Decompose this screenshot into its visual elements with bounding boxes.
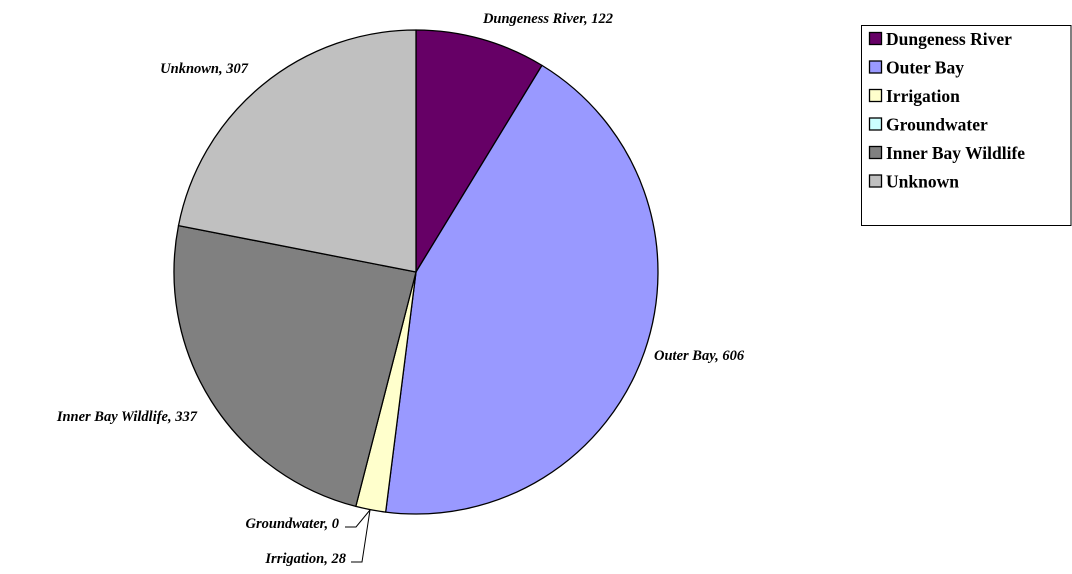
data-label-irrigation: Irrigation, 28 [264, 551, 346, 567]
leader-line-irrigation [351, 509, 371, 563]
legend-label-groundwater: Groundwater [886, 115, 988, 135]
pie-slice-inner-bay-wildlife [173, 224, 417, 508]
legend-swatch-outer-bay [868, 60, 883, 74]
pie-slices [173, 29, 659, 515]
data-label-outer-bay: Outer Bay, 606 [654, 348, 745, 364]
pie-slice-unknown [177, 29, 417, 273]
legend-label-irrigation: Irrigation [886, 86, 960, 106]
legend: Dungeness River Outer Bay Irrigation Ground… [861, 25, 1072, 226]
legend-label-inner-bay-wildlife: Inner Bay Wildlife [886, 143, 1025, 163]
legend-swatch-groundwater [868, 117, 883, 131]
data-label-dungeness-river: Dungeness River, 122 [482, 11, 613, 27]
data-label-unknown: Unknown, 307 [160, 61, 249, 77]
legend-label-dungeness-river: Dungeness River [886, 29, 1012, 49]
legend-swatch-inner-bay-wildlife [868, 145, 883, 160]
legend-label-unknown: Unknown [886, 172, 959, 192]
legend-box [861, 25, 1072, 226]
legend-label-outer-bay: Outer Bay [886, 58, 964, 78]
data-label-inner-bay-wildlife: Inner Bay Wildlife, 337 [56, 409, 198, 425]
data-label-groundwater: Groundwater, 0 [246, 516, 339, 532]
pie-slice-outer-bay [385, 64, 659, 515]
data-labels: Dungeness River, 122 Outer Bay, 606 Irriga… [56, 11, 745, 567]
leader-line-groundwater [345, 509, 371, 528]
pie-slice-dungeness-river [415, 29, 543, 273]
leader-lines [345, 509, 371, 563]
legend-swatch-irrigation [868, 88, 883, 103]
legend-swatch-unknown [868, 174, 883, 188]
legend-swatch-dungeness-river [868, 31, 883, 46]
